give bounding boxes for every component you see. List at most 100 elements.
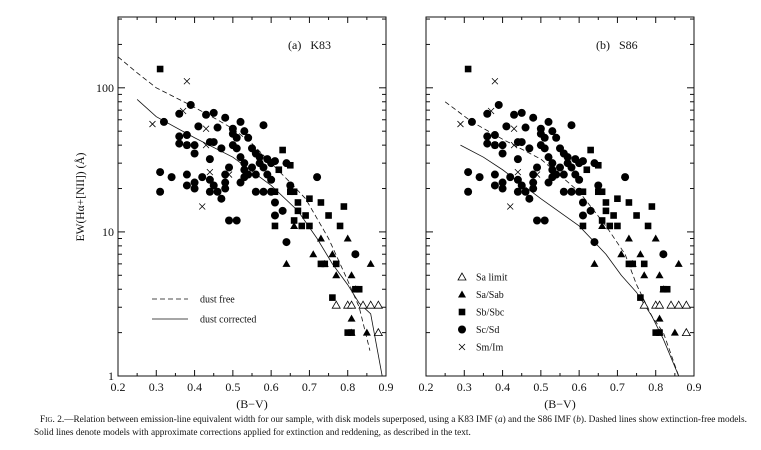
data-point-sb-sbc — [633, 212, 640, 219]
data-point-sc-sd — [548, 127, 557, 136]
legend-marker-open-triangle — [457, 272, 467, 281]
data-point-sb-sbc — [306, 195, 313, 202]
data-point-sc-sd — [217, 144, 226, 153]
data-point-sc-sd — [467, 117, 476, 126]
data-point-sb-sbc — [336, 222, 344, 230]
data-point-sc-sd — [236, 153, 245, 162]
data-point-sc-sd — [159, 117, 168, 126]
data-point-sc-sd — [529, 178, 538, 187]
data-point-sm-im — [149, 120, 156, 128]
data-point-sb-sbc — [625, 260, 633, 268]
data-point-sc-sd — [175, 132, 184, 141]
data-point-sb-sbc — [625, 199, 633, 206]
data-point-sb-sbc — [602, 199, 610, 206]
data-point-sc-sd — [282, 159, 291, 168]
data-point-sc-sd — [521, 123, 530, 132]
data-point-sb-sbc — [594, 161, 602, 169]
data-point-sc-sd — [278, 206, 287, 215]
caption-text-2: ) and the S86 IMF ( — [502, 415, 577, 425]
data-point-sb-sbc — [594, 188, 602, 196]
y-axis-label: EW(Hα+[NII]) (Å) — [73, 152, 87, 241]
cross-stroke — [506, 203, 514, 210]
data-point-sc-sd — [202, 110, 211, 119]
data-point-sc-sd — [182, 181, 191, 190]
data-point-sc-sd — [267, 175, 276, 184]
y-tick-label: 10 — [102, 225, 114, 239]
data-point-sb-sbc — [294, 199, 302, 206]
data-point-sa-limit — [666, 300, 676, 309]
data-point-sa-limit — [331, 300, 341, 309]
data-point-sb-sbc — [348, 329, 355, 336]
data-point-sc-sd — [483, 109, 492, 118]
data-point-sc-sd — [182, 170, 191, 179]
x-tick-label: 0.7 — [302, 380, 317, 394]
data-point-sc-sd — [232, 216, 241, 225]
data-point-sm-im — [206, 168, 214, 176]
data-point-sc-sd — [498, 178, 507, 187]
caption-a: a — [497, 415, 503, 425]
x-tick-label: 0.5 — [225, 380, 240, 394]
panel-title-a: (a) K83 — [288, 38, 331, 52]
data-point-sb-sbc — [290, 217, 298, 224]
y-tick-label: 1 — [108, 369, 114, 383]
data-point-sm-im — [457, 120, 464, 128]
data-point-sb-sbc — [602, 207, 610, 215]
data-point-sc-sd — [244, 170, 253, 179]
data-point-sa-sab — [674, 259, 683, 267]
data-point-sc-sd — [552, 170, 561, 179]
data-point-sa-sab — [332, 271, 341, 279]
data-point-sm-im — [514, 168, 522, 176]
data-point-sm-im — [183, 141, 191, 149]
data-point-sa-sab — [290, 221, 299, 229]
data-point-sb-sbc — [644, 222, 652, 230]
data-point-sc-sd — [586, 206, 595, 215]
cross-stroke — [533, 171, 541, 178]
data-point-sc-sd — [575, 187, 584, 196]
data-point-sb-sbc — [464, 65, 472, 73]
data-point-sa-sab — [655, 314, 664, 322]
data-point-sc-sd — [540, 216, 549, 225]
legend-label: Sa/Sab — [476, 290, 504, 301]
data-point-sc-sd — [540, 144, 549, 153]
x-tick-label: 0.7 — [610, 380, 625, 394]
data-point-sa-limit — [365, 300, 376, 309]
data-point-sb-sbc — [660, 285, 667, 293]
data-point-sa-sab — [282, 259, 291, 267]
x-tick-label: 0.6 — [264, 380, 279, 394]
data-point-sc-sd — [221, 184, 230, 193]
data-point-sc-sd — [552, 133, 561, 142]
data-point-sc-sd — [270, 157, 279, 166]
data-point-sc-sd — [244, 133, 253, 142]
data-point-sb-sbc — [332, 260, 340, 268]
data-point-sa-limit — [639, 300, 649, 309]
data-point-sm-im — [198, 203, 206, 210]
data-point-sc-sd — [513, 187, 522, 196]
data-point-sb-sbc — [286, 161, 294, 169]
data-point-sm-im — [179, 107, 187, 115]
data-point-sm-im — [183, 77, 191, 85]
legend-marker-filled-square — [458, 308, 466, 316]
data-point-sc-sd — [236, 117, 245, 126]
data-point-sc-sd — [490, 181, 499, 190]
cross-stroke — [510, 125, 518, 133]
data-point-sc-sd — [248, 163, 256, 172]
cross-stroke — [183, 77, 191, 85]
data-point-sb-sbc — [663, 285, 671, 293]
data-point-sc-sd — [510, 110, 519, 119]
data-point-sa-sab — [316, 234, 325, 242]
data-point-sb-sbc — [286, 188, 294, 196]
data-point-sm-im — [225, 171, 233, 178]
data-point-sc-sd — [190, 184, 199, 193]
data-point-sa-sab — [362, 328, 371, 336]
cross-stroke — [183, 141, 191, 149]
data-point-sa-sab — [328, 250, 337, 258]
data-point-sc-sd — [205, 155, 214, 164]
data-point-sc-sd — [563, 153, 572, 162]
legend-label: Sc/Sd — [476, 325, 499, 336]
data-point-sc-sd — [529, 170, 538, 179]
data-point-sm-im — [491, 141, 499, 149]
cross-stroke — [458, 343, 466, 351]
data-point-sc-sd — [559, 187, 568, 196]
data-point-sc-sd — [213, 123, 222, 132]
caption-text-3: ). Dashed lines show extinction-free mod… — [34, 415, 747, 438]
